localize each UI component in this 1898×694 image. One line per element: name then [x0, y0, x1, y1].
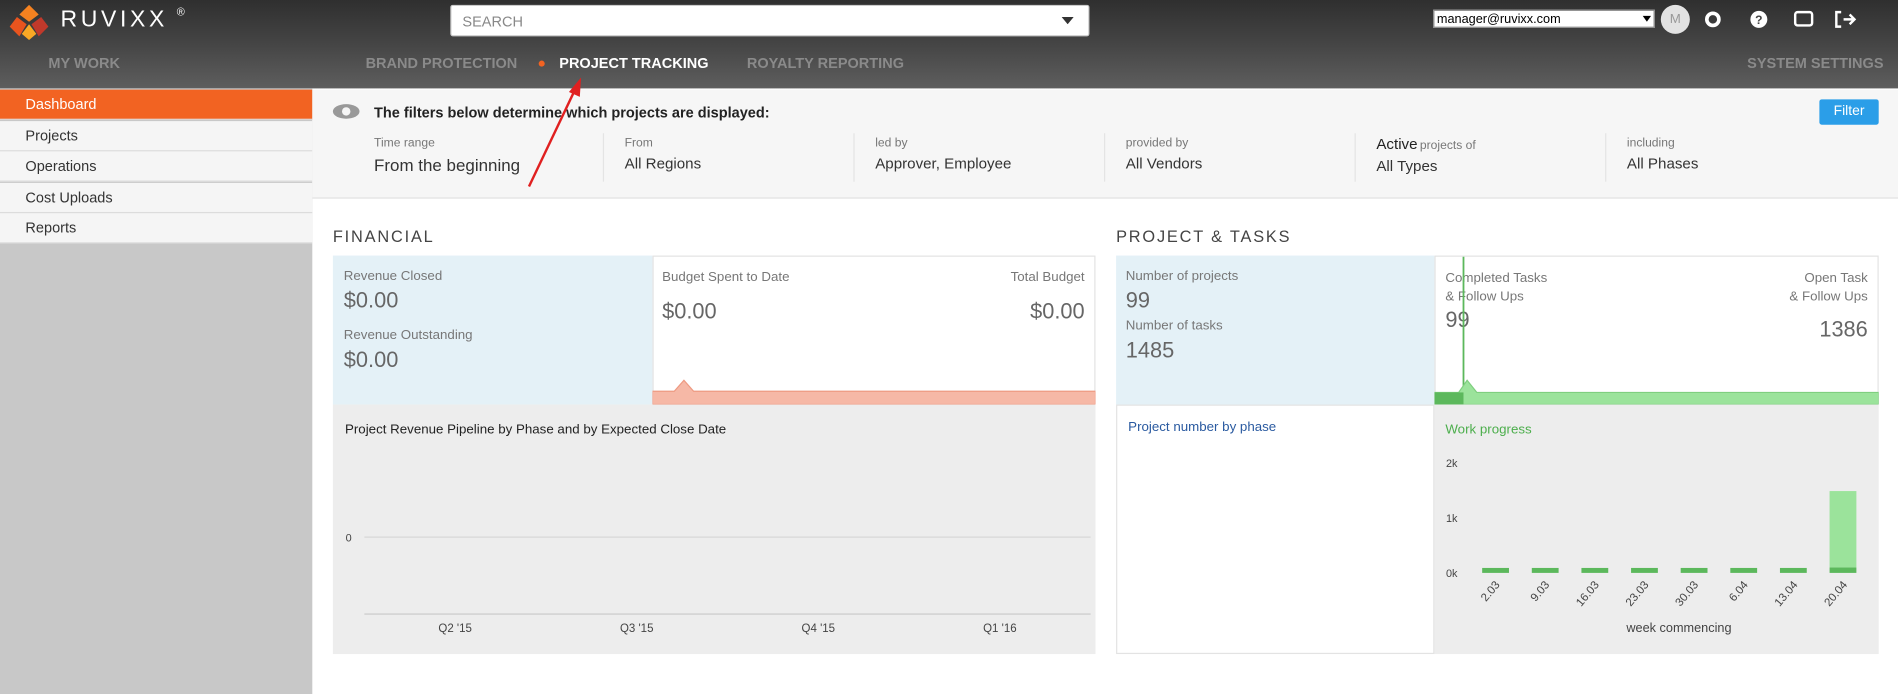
filter-value[interactable]: All Phases — [1626, 155, 1699, 172]
chart-title: Project number by phase — [1128, 420, 1277, 435]
tasks-bar — [1434, 256, 1879, 405]
filter-label: including — [1626, 136, 1675, 151]
filter-value[interactable]: All Types — [1376, 157, 1438, 175]
metric-value: $0.00 — [343, 288, 399, 313]
filter-label: Time range — [374, 136, 435, 151]
filter-value[interactable]: All Regions — [624, 155, 702, 172]
filter-value[interactable]: Approver, Employee — [875, 155, 1012, 172]
metric-label: Completed Tasks & Follow Ups — [1445, 271, 1548, 305]
settings-icon[interactable] — [1704, 11, 1721, 28]
header-icons: ? — [1704, 10, 1857, 28]
filter-label: From — [624, 136, 653, 151]
search-box[interactable]: SEARCH — [450, 4, 1090, 37]
tasks-panel — [1434, 255, 1879, 405]
nav-item[interactable]: BRAND PROTECTION — [365, 54, 518, 72]
separator — [1103, 133, 1106, 182]
budget-bar — [652, 379, 1096, 405]
user-select[interactable]: manager@ruvixx.com — [1433, 9, 1655, 28]
metric-value: $0.00 — [1030, 299, 1085, 324]
filter-label: led by — [875, 136, 908, 151]
inbox-icon[interactable] — [1793, 10, 1814, 27]
filter-label: provided by — [1125, 136, 1189, 151]
metric-label: Revenue Outstanding — [343, 328, 473, 343]
user-email: manager@ruvixx.com — [1436, 12, 1561, 27]
annotation-arrow — [527, 77, 582, 188]
filter-value[interactable]: All Vendors — [1125, 155, 1203, 172]
sidebar-item[interactable]: Projects — [0, 120, 313, 151]
metric-value: $0.00 — [343, 347, 399, 372]
nav-item-active[interactable]: PROJECT TRACKING — [559, 54, 709, 72]
help-icon[interactable] — [1750, 10, 1768, 28]
projects-panel — [1116, 255, 1435, 405]
metric-value: 99 — [1445, 307, 1470, 332]
metric-value: $0.00 — [662, 299, 717, 324]
budget-panel — [652, 255, 1096, 405]
section-title: FINANCIAL — [332, 227, 435, 246]
pipeline-panel — [332, 404, 1096, 655]
eye-icon — [332, 104, 360, 119]
dropdown-caret — [1061, 16, 1074, 25]
metric-label: Open Task & Follow Ups — [1789, 271, 1868, 305]
section-title: PROJECT & TASKS — [1116, 227, 1292, 246]
separator — [853, 133, 855, 182]
select-caret — [1642, 15, 1652, 22]
brand: RUVIXX — [60, 7, 168, 33]
separator — [602, 133, 605, 182]
metric-label: Budget Spent to Date — [662, 270, 790, 285]
nav-item[interactable]: ROYALTY REPORTING — [746, 54, 904, 72]
chart-title: Work progress — [1445, 422, 1532, 438]
filter-value[interactable]: From the beginning — [374, 155, 521, 175]
filter-button[interactable]: Filter — [1819, 99, 1879, 125]
metric-label: Revenue Closed — [343, 268, 443, 284]
progress-panel — [1434, 404, 1879, 655]
metric-value: 1485 — [1125, 337, 1175, 363]
separator — [1354, 133, 1356, 182]
phase-panel — [1116, 404, 1435, 655]
metric-value: 99 — [1125, 288, 1151, 313]
separator — [1605, 133, 1607, 182]
svg-text:?: ? — [1755, 13, 1762, 27]
revenue-panel — [332, 255, 653, 405]
active-dot — [538, 60, 545, 67]
metric-value: 1386 — [1819, 317, 1868, 342]
chart-title: Project Revenue Pipeline by Phase and by… — [344, 422, 727, 438]
brand-mark: ® — [176, 6, 185, 19]
search-placeholder: SEARCH — [462, 13, 523, 31]
metric-label: Total Budget — [1010, 270, 1085, 285]
metric-label: Number of projects — [1125, 268, 1239, 284]
logo-icon — [9, 4, 49, 40]
nav-item[interactable]: SYSTEM SETTINGS — [1747, 54, 1884, 72]
filter-label: projects of — [1419, 139, 1476, 153]
sidebar-item[interactable]: Operations — [0, 151, 313, 182]
filter-prefix: Active — [1376, 135, 1418, 153]
avatar[interactable]: M — [1660, 4, 1690, 34]
metric-label: Number of tasks — [1125, 318, 1223, 334]
sidebar-item[interactable]: Cost Uploads — [0, 182, 313, 213]
filter-heading: The filters below determine which projec… — [374, 104, 770, 122]
logout-icon[interactable] — [1835, 10, 1857, 28]
nav-item[interactable]: MY WORK — [48, 54, 120, 72]
sidebar-item-active[interactable]: Dashboard — [0, 89, 313, 120]
sidebar-item[interactable]: Reports — [0, 213, 313, 244]
